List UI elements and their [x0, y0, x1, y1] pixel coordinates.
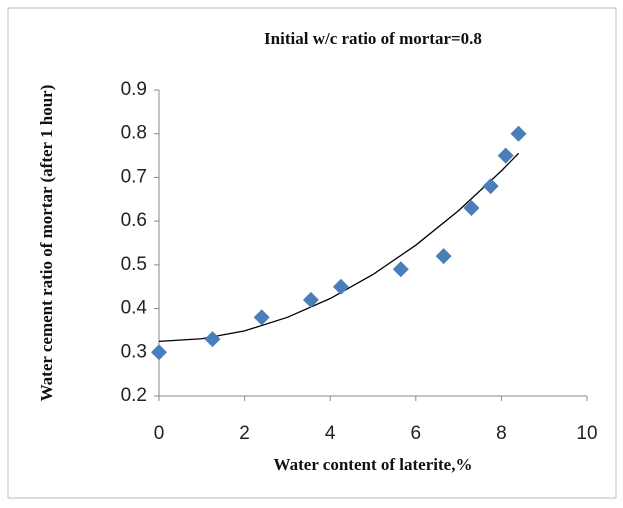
y-tick-label: 0.4 [121, 298, 148, 319]
point [253, 309, 270, 326]
point [435, 248, 452, 265]
point [151, 344, 167, 361]
point [204, 331, 221, 348]
point [510, 125, 527, 142]
x-axis-label: Water content of laterite,% [274, 455, 473, 474]
x-tick-label: 6 [411, 423, 422, 444]
y-tick-label: 0.9 [121, 79, 147, 100]
y-tick-label: 0.6 [121, 210, 147, 231]
y-tick-label: 0.2 [121, 385, 147, 406]
y-axis-label: Water cement ratio of mortar (after 1 ho… [37, 85, 56, 402]
x-tick-label: 4 [325, 423, 336, 444]
point [332, 278, 349, 295]
x-tick-label: 8 [496, 423, 507, 444]
point [463, 200, 480, 217]
point [497, 147, 514, 164]
chart-frame [7, 7, 617, 499]
x-tick-label: 2 [239, 423, 250, 444]
point [482, 178, 499, 195]
y-tick-label: 0.3 [121, 341, 147, 362]
point [392, 261, 409, 278]
y-tick-label: 0.8 [121, 123, 147, 144]
x-tick-label: 0 [154, 423, 165, 444]
y-tick-label: 0.5 [121, 254, 147, 275]
y-tick-label: 0.7 [121, 166, 147, 187]
x-tick-label: 10 [576, 423, 597, 444]
trendline [158, 152, 519, 343]
point [302, 291, 319, 308]
chart-title: Initial w/c ratio of mortar=0.8 [264, 29, 482, 48]
